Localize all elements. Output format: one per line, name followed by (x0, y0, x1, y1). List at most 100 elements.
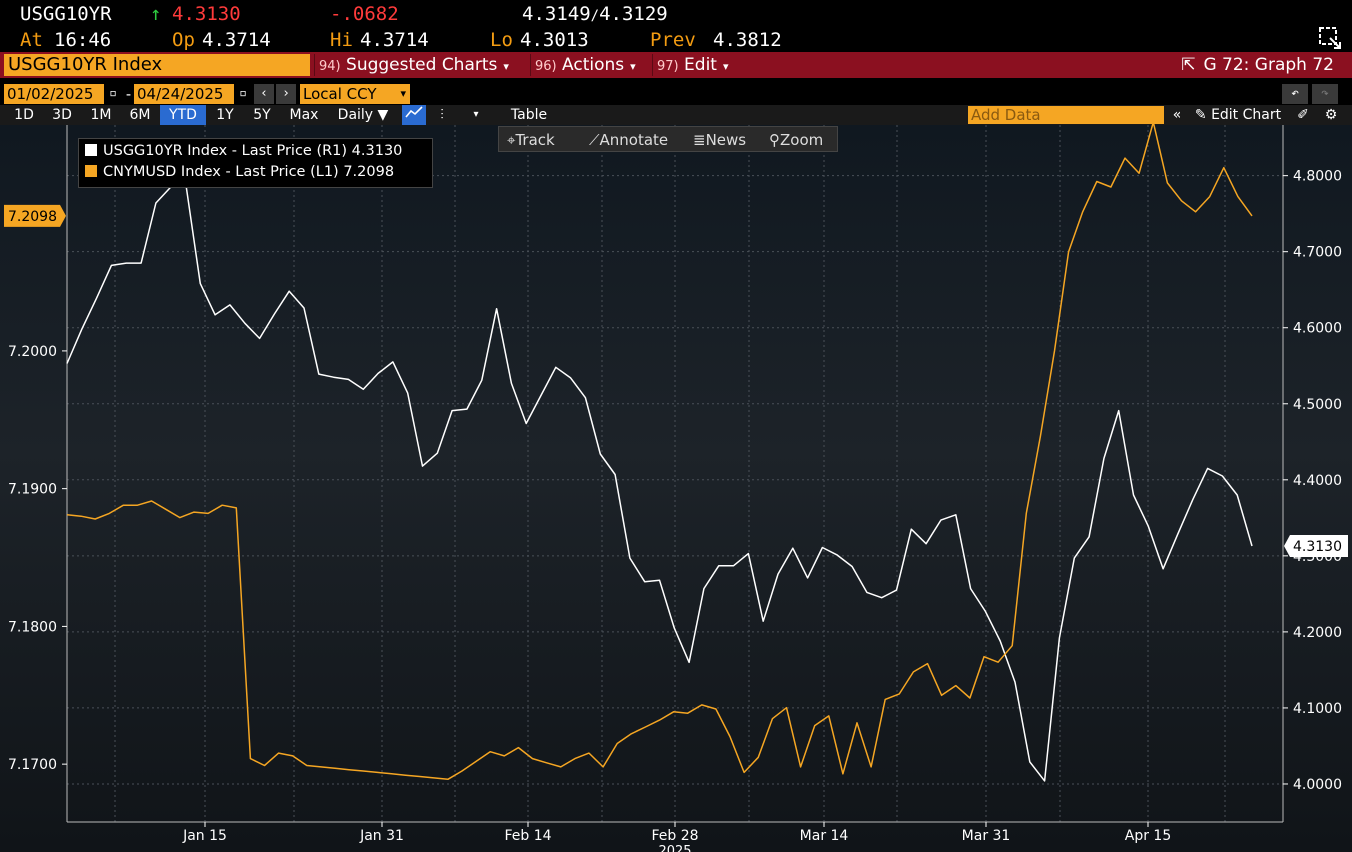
quote-line-2: At 16:46 Op 4.3714 Hi 4.3714 Lo 4.3013 P… (0, 26, 1352, 52)
up-arrow-icon: ↑ (150, 3, 162, 25)
period-1d[interactable]: 1D (14, 107, 34, 123)
low-label: Lo (490, 29, 513, 51)
usgg-last-tag-label: 4.3130 (1293, 539, 1342, 555)
calendar-icon[interactable]: ▫ (109, 86, 117, 101)
legend-item-usgg[interactable]: USGG10YR Index - Last Price (R1) 4.3130 (85, 141, 402, 161)
add-data-input[interactable]: Add Data (968, 106, 1164, 124)
screenshot-icon[interactable] (1318, 26, 1344, 52)
calendar-icon[interactable]: ▫ (239, 86, 247, 101)
export-icon[interactable]: ⇱ (1181, 55, 1196, 75)
x-tick-label: Mar 31 (962, 828, 1011, 844)
period-5y[interactable]: 5Y (253, 107, 271, 123)
last-price: 4.3130 (172, 3, 241, 25)
annotate-tool[interactable]: ⟋ Annotate (589, 127, 668, 153)
at-label: At (20, 29, 43, 51)
date-range-row: 01/02/2025 ▫ - 04/24/2025 ▫ ‹ › Local CC… (0, 84, 1352, 104)
legend-value: 4.3130 (351, 143, 403, 159)
x-tick-label: Feb 14 (504, 828, 551, 844)
bid-ask: 4.3149/4.3129 (522, 2, 668, 28)
high-value: 4.3714 (360, 29, 429, 51)
redo-icon[interactable]: ↷ (1312, 84, 1338, 104)
menu-number: 96) (535, 59, 557, 74)
legend-swatch (85, 165, 97, 177)
ticker-label[interactable]: USGG10YR (20, 3, 112, 25)
prev-label: Prev (650, 29, 696, 51)
date-dash: - (124, 85, 134, 103)
function-bar: USGG10YR Index 94) Suggested Charts ▾ 96)… (0, 52, 1352, 78)
zoom-tool[interactable]: ⚲ Zoom (769, 127, 823, 153)
menu-number: 94) (319, 59, 341, 74)
graph-id-label: G 72: Graph 72 (1203, 55, 1334, 75)
legend-value: 7.2098 (343, 164, 395, 180)
caret-down-icon: ▾ (722, 60, 729, 73)
chart-area[interactable] (0, 125, 1352, 852)
high-label: Hi (330, 29, 353, 51)
left-tick-label: 7.1800 (8, 619, 57, 635)
news-tool[interactable]: ≣ News (693, 127, 746, 153)
actions-menu[interactable]: 96) Actions ▾ (530, 54, 648, 76)
candlestick-icon[interactable]: ⫶ (440, 107, 444, 123)
chart-legend[interactable]: USGG10YR Index - Last Price (R1) 4.3130 … (78, 138, 433, 188)
caret-down-icon: ▾ (630, 60, 636, 73)
x-tick-label: Jan 15 (182, 828, 227, 844)
edit-chart-button[interactable]: ✎ Edit Chart (1190, 105, 1286, 125)
open-value: 4.3714 (202, 29, 271, 51)
cnymusd-series-line (66, 121, 1253, 781)
edit-menu[interactable]: 97) Edit ▾ (652, 54, 740, 76)
left-tick-label: 7.1900 (8, 482, 57, 498)
menu-label: Suggested Charts (346, 55, 498, 75)
period-ytd[interactable]: YTD (160, 105, 206, 125)
prev-period-button[interactable]: ‹ (254, 84, 274, 104)
currency-select[interactable]: Local CCY ▾ (300, 84, 410, 104)
low-value: 4.3013 (520, 29, 589, 51)
edit-icon[interactable]: ✐ (1297, 107, 1309, 123)
line-chart-icon[interactable] (402, 105, 426, 125)
legend-label: USGG10YR Index - Last Price (R1) (103, 143, 348, 159)
period-6m[interactable]: 6M (129, 107, 151, 123)
right-tick-label: 4.6000 (1293, 321, 1342, 337)
end-date-field[interactable]: 04/24/2025 (134, 84, 234, 104)
menu-number: 97) (657, 59, 679, 74)
edit-chart-label: Edit Chart (1211, 107, 1282, 123)
x-tick-label: Apr 15 (1125, 828, 1171, 844)
ask-value: 4.3129 (599, 3, 668, 25)
usgg-last-tag (1284, 534, 1348, 557)
legend-label: CNYMUSD Index - Last Price (L1) (103, 164, 339, 180)
x-tick-label: Mar 14 (800, 828, 849, 844)
graph-id[interactable]: ⇱ G 72: Graph 72 (1181, 54, 1334, 76)
chevron-down-icon[interactable]: ▾ (473, 109, 479, 120)
frequency-select[interactable]: Daily ▼ (337, 107, 389, 123)
x-year-label: 2025 (658, 844, 691, 852)
track-label: Track (515, 131, 555, 149)
annotate-label: Annotate (599, 131, 669, 149)
left-tick-label: 7.1700 (8, 757, 57, 773)
usgg10yr-series-line (66, 180, 1253, 782)
right-tick-label: 4.2000 (1293, 625, 1342, 641)
period-3d[interactable]: 3D (52, 107, 72, 123)
cny-last-tag (4, 204, 66, 227)
period-1y[interactable]: 1Y (216, 107, 234, 123)
next-period-button[interactable]: › (276, 84, 296, 104)
gear-icon[interactable]: ⚙ (1324, 107, 1338, 123)
legend-item-cny[interactable]: CNYMUSD Index - Last Price (L1) 7.2098 (85, 162, 394, 182)
cny-last-tag-label: 7.2098 (8, 209, 57, 225)
suggested-charts-menu[interactable]: 94) Suggested Charts ▾ (314, 54, 526, 76)
bid-ask-separator: / (590, 8, 600, 24)
security-field[interactable]: USGG10YR Index (4, 54, 310, 76)
period-max[interactable]: Max (289, 107, 319, 123)
x-tick-label: Jan 31 (359, 828, 404, 844)
track-tool[interactable]: ⌖ Track (507, 127, 555, 153)
net-change: -.0682 (330, 3, 399, 25)
chevron-down-icon: ▾ (400, 87, 406, 100)
period-1m[interactable]: 1M (90, 107, 112, 123)
table-button[interactable]: Table (510, 107, 548, 123)
period-toolbar: 1D 3D 1M 6M YTD 1Y 5Y Max Daily ▼ ⫶ ▾ Ta… (0, 105, 1352, 125)
collapse-icon[interactable]: « (1172, 107, 1182, 123)
bid-value: 4.3149 (522, 3, 591, 25)
menu-label: Actions (562, 55, 625, 75)
undo-icon[interactable]: ↶ (1282, 84, 1308, 104)
prev-value: 4.3812 (713, 29, 782, 51)
start-date-field[interactable]: 01/02/2025 (4, 84, 104, 104)
right-tick-label: 4.5000 (1293, 397, 1342, 413)
